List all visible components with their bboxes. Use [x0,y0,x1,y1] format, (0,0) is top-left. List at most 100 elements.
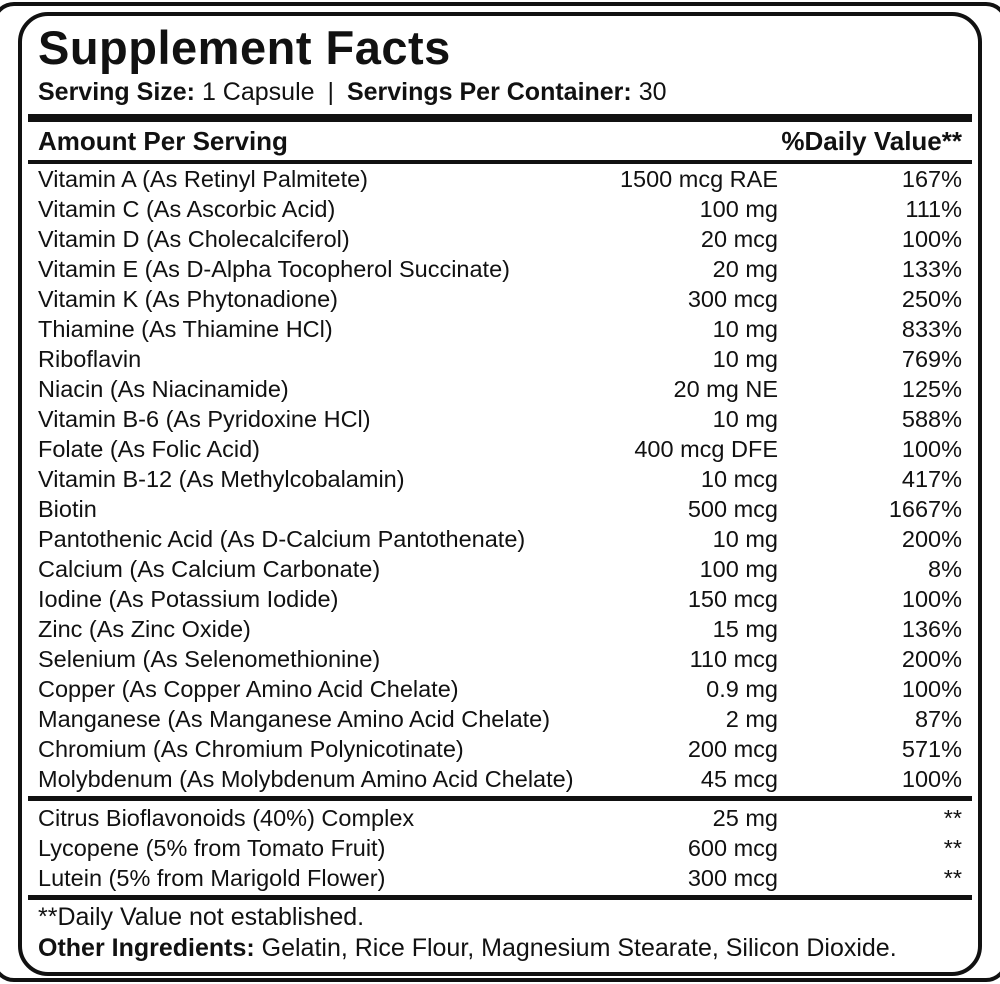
nutrient-name: Niacin (As Niacinamide) [38,376,289,402]
nutrient-amount: 200 mcg [687,736,778,762]
nutrient-amount: 10 mg [712,316,778,342]
nutrient-amount: 15 mg [712,616,778,642]
nutrient-amount: 150 mcg [687,586,778,612]
nutrient-name: Copper (As Copper Amino Acid Chelate) [38,676,459,702]
nutrient-dv: 100% [901,586,962,612]
botanical-table: Citrus Bioflavonoids (40%) Complex 25 mg… [38,803,962,893]
nutrient-name: Citrus Bioflavonoids (40%) Complex [38,805,415,831]
nutrient-amount: 300 mcg [687,286,778,312]
nutrient-name: Vitamin B-12 (As Methylcobalamin) [38,466,405,492]
nutrient-name: Pantothenic Acid (As D-Calcium Pantothen… [38,526,526,552]
nutrient-row: Citrus Bioflavonoids (40%) Complex 25 mg… [38,803,962,833]
nutrient-amount: 400 mcg DFE [634,436,778,462]
nutrient-dv: 8% [928,556,962,582]
nutrient-name: Lycopene (5% from Tomato Fruit) [38,835,386,861]
daily-value-footnote: **Daily Value not established. [38,903,365,931]
nutrient-amount: 10 mg [712,406,778,432]
panel-title: Supplement Facts [38,21,451,74]
supplement-facts-panel: Supplement Facts Serving Size: 1 Capsule… [18,12,982,976]
nutrient-row: Vitamin C (As Ascorbic Acid) 100 mg 111% [38,194,962,224]
nutrient-dv: 133% [901,256,962,282]
nutrient-row: Thiamine (As Thiamine HCl) 10 mg 833% [38,314,962,344]
nutrient-row: Vitamin D (As Cholecalciferol) 20 mcg 10… [38,224,962,254]
nutrient-dv: 200% [901,526,962,552]
nutrient-dv: 87% [914,706,962,732]
nutrient-name: Chromium (As Chromium Polynicotinate) [38,736,464,762]
servings-per-container-value: 30 [638,78,667,106]
nutrient-name: Lutein (5% from Marigold Flower) [38,865,386,891]
servings-per-container-label: Servings Per Container: [346,78,632,106]
divider-footnotes [28,895,972,900]
nutrient-dv: 571% [901,736,962,762]
nutrient-dv: 167% [901,166,962,192]
amount-per-serving-header: Amount Per Serving [38,126,288,156]
nutrient-amount: 1500 mcg RAE [619,166,778,192]
nutrient-row: Vitamin B-12 (As Methylcobalamin) 10 mcg… [38,464,962,494]
nutrient-dv: 200% [901,646,962,672]
nutrient-amount: 100 mg [699,196,778,222]
nutrient-dv: 136% [901,616,962,642]
serving-info: Serving Size: 1 Capsule | Servings Per C… [38,76,962,108]
nutrient-name: Selenium (As Selenomethionine) [38,646,381,672]
nutrient-amount: 45 mcg [700,766,778,792]
nutrient-row: Biotin 500 mcg 1667% [38,494,962,524]
nutrient-row: Vitamin K (As Phytonadione) 300 mcg 250% [38,284,962,314]
nutrient-row: Vitamin A (As Retinyl Palmitete) 1500 mc… [38,164,962,194]
other-ingredients-label: Other Ingredients: [38,934,255,962]
nutrient-amount: 10 mg [712,526,778,552]
nutrient-amount: 10 mg [712,346,778,372]
nutrient-row: Selenium (As Selenomethionine) 110 mcg 2… [38,644,962,674]
nutrient-amount: 300 mcg [687,865,778,891]
daily-value-header: %Daily Value** [781,126,962,156]
nutrient-row: Manganese (As Manganese Amino Acid Chela… [38,704,962,734]
nutrient-name: Biotin [38,496,97,522]
nutrient-amount: 20 mg [712,256,778,282]
nutrient-amount: 2 mg [725,706,778,732]
nutrient-name: Zinc (As Zinc Oxide) [38,616,251,642]
nutrient-row: Vitamin E (As D-Alpha Tocopherol Succina… [38,254,962,284]
other-ingredients-line: Other Ingredients: Gelatin, Rice Flour, … [38,933,962,964]
nutrient-dv: ** [943,835,962,861]
nutrient-row: Lutein (5% from Marigold Flower) 300 mcg… [38,863,962,893]
nutrient-row: Zinc (As Zinc Oxide) 15 mg 136% [38,614,962,644]
nutrient-dv: 100% [901,676,962,702]
nutrient-dv: 125% [901,376,962,402]
nutrient-row: Vitamin B-6 (As Pyridoxine HCl) 10 mg 58… [38,404,962,434]
nutrient-dv: 111% [905,196,962,222]
footnotes: **Daily Value not established. Other Ing… [38,902,962,964]
nutrient-amount: 0.9 mg [706,676,778,702]
nutrient-name: Riboflavin [38,346,142,372]
table-column-header: Amount Per Serving %Daily Value** [38,122,962,160]
nutrient-row: Niacin (As Niacinamide) 20 mg NE 125% [38,374,962,404]
nutrient-amount: 500 mcg [687,496,778,522]
nutrient-name: Vitamin B-6 (As Pyridoxine HCl) [38,406,371,432]
serving-size-label: Serving Size: [38,78,195,106]
nutrient-name: Vitamin K (As Phytonadione) [38,286,339,312]
nutrient-dv: 417% [901,466,962,492]
nutrient-amount: 600 mcg [687,835,778,861]
nutrient-dv: 100% [901,436,962,462]
nutrient-name: Manganese (As Manganese Amino Acid Chela… [38,706,551,732]
other-ingredients-value: Gelatin, Rice Flour, Magnesium Stearate,… [261,934,897,962]
divider-botanicals [28,796,972,801]
serving-size-value: 1 Capsule [201,78,315,106]
nutrient-row: Calcium (As Calcium Carbonate) 100 mg 8% [38,554,962,584]
nutrient-name: Molybdenum (As Molybdenum Amino Acid Che… [38,766,574,792]
nutrient-dv: 1667% [888,496,962,522]
nutrient-name: Calcium (As Calcium Carbonate) [38,556,381,582]
nutrient-dv: ** [943,805,962,831]
nutrient-row: Chromium (As Chromium Polynicotinate) 20… [38,734,962,764]
nutrient-dv: 250% [901,286,962,312]
nutrient-dv: 100% [901,226,962,252]
nutrient-name: Vitamin D (As Cholecalciferol) [38,226,350,252]
nutrient-dv: 833% [901,316,962,342]
nutrient-amount: 20 mcg [700,226,778,252]
nutrient-name: Vitamin E (As D-Alpha Tocopherol Succina… [38,256,510,282]
divider-under-header [28,160,972,164]
nutrient-name: Iodine (As Potassium Iodide) [38,586,339,612]
divider-thick-top [28,114,972,122]
nutrient-amount: 10 mcg [700,466,778,492]
nutrient-row: Lycopene (5% from Tomato Fruit) 600 mcg … [38,833,962,863]
nutrient-dv: 100% [901,766,962,792]
